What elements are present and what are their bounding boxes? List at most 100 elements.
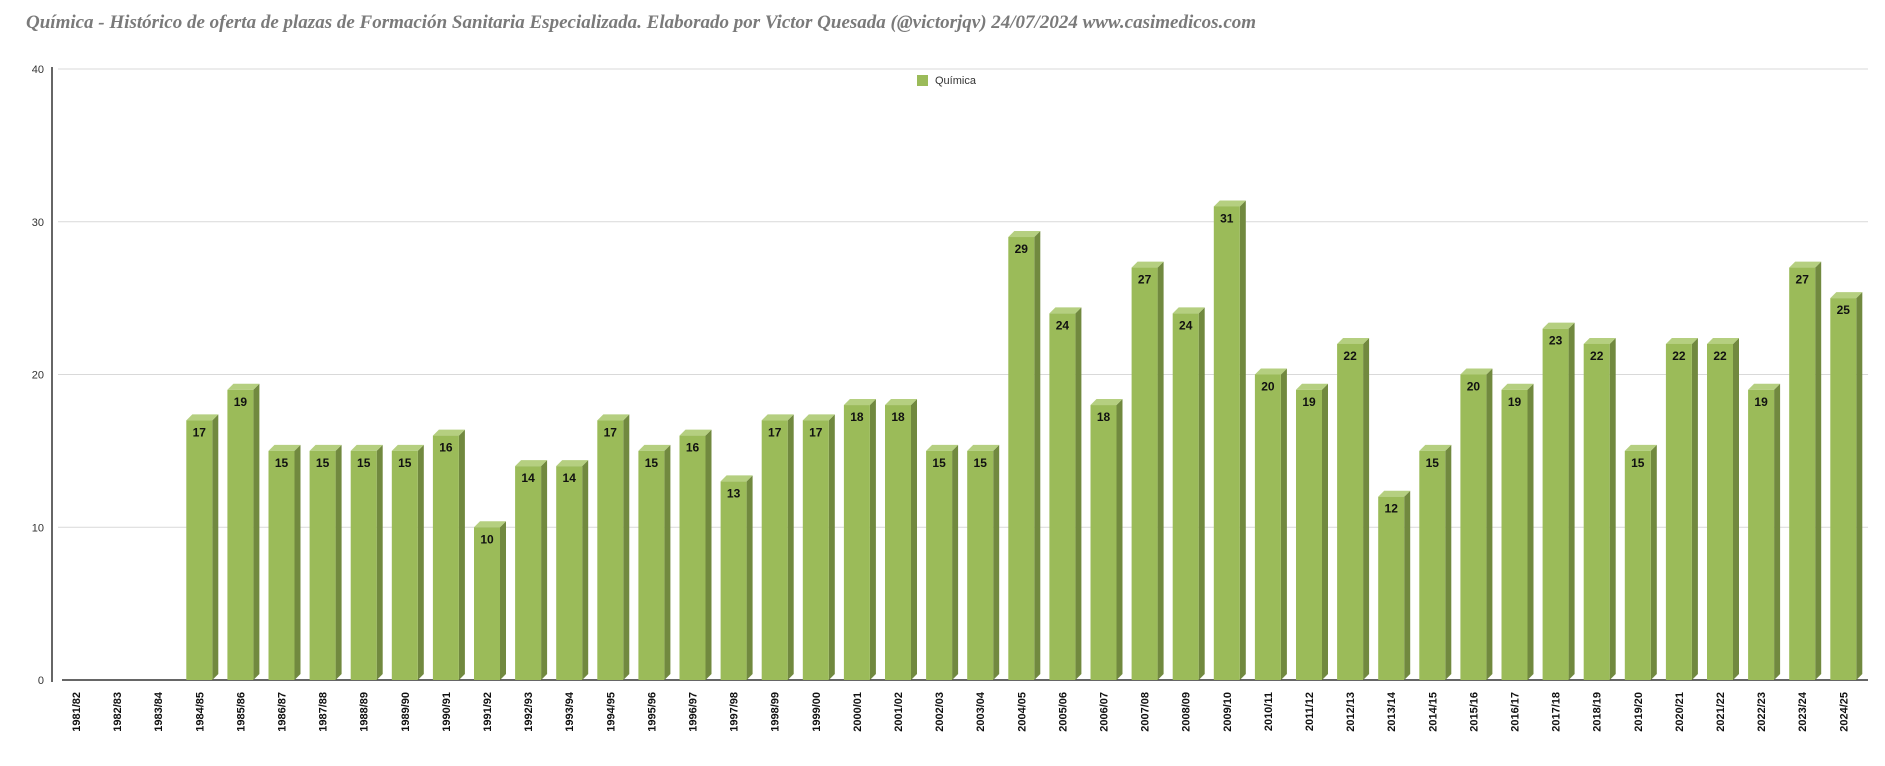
value-label: 15	[645, 456, 659, 470]
value-label: 10	[480, 532, 494, 546]
bar	[227, 383, 260, 680]
bar-top	[1789, 261, 1822, 268]
x-tick-label: 2020/21	[1674, 692, 1686, 732]
bar-side	[458, 429, 465, 680]
value-label: 23	[1549, 334, 1563, 348]
value-label: 20	[1467, 380, 1481, 394]
value-label: 19	[1754, 395, 1768, 409]
bar-front	[227, 389, 254, 680]
x-tick-label: 2009/10	[1222, 692, 1234, 732]
bar-front	[1830, 298, 1857, 680]
bar	[474, 521, 506, 680]
bar-side	[993, 444, 1000, 680]
x-tick-label: 2010/11	[1263, 692, 1275, 731]
value-label: 22	[1713, 349, 1727, 363]
value-label: 17	[193, 425, 207, 439]
bar-top	[802, 414, 835, 421]
value-label: 18	[850, 410, 864, 424]
bar-side	[787, 414, 794, 680]
x-tick-label: 2001/02	[893, 692, 905, 732]
y-tick-label: 0	[38, 675, 44, 687]
value-label: 13	[727, 486, 741, 500]
bar	[391, 444, 424, 680]
bar-top	[1748, 383, 1781, 390]
x-tick-label: 2005/06	[1057, 692, 1069, 732]
bar	[1460, 368, 1493, 680]
value-label: 24	[1179, 318, 1193, 332]
bar-top	[350, 444, 383, 451]
bar-side	[911, 399, 917, 680]
value-label: 31	[1220, 211, 1234, 225]
bars	[186, 200, 1863, 680]
x-tick-label: 2011/12	[1304, 692, 1316, 731]
bar-front	[309, 450, 336, 680]
x-tick-label: 1988/89	[359, 692, 371, 732]
x-tick-label: 2023/24	[1797, 691, 1809, 732]
bar-side	[1856, 292, 1863, 680]
bar-top	[186, 414, 219, 421]
y-tick-label: 40	[32, 64, 44, 76]
bar-top	[1707, 337, 1739, 344]
bar	[761, 414, 794, 680]
bar-top	[1008, 231, 1041, 238]
value-label: 18	[1097, 410, 1111, 424]
bar-front	[350, 450, 377, 680]
value-label: 15	[316, 456, 330, 470]
bar-side	[828, 414, 835, 680]
x-tick-label: 1990/91	[441, 692, 453, 732]
value-label: 24	[1056, 318, 1070, 332]
bar-front	[1378, 496, 1405, 680]
bar	[1378, 490, 1411, 680]
chart-title: Química - Histórico de oferta de plazas …	[26, 12, 1257, 33]
bar-front	[1131, 267, 1158, 680]
bar-front	[1213, 206, 1240, 680]
bar-front	[597, 420, 624, 680]
y-tick-label: 30	[32, 217, 44, 229]
bar-side	[253, 383, 260, 680]
bar-side	[1157, 261, 1164, 680]
bar	[802, 414, 835, 680]
x-tick-label: 1993/94	[564, 691, 576, 732]
bar-top	[1172, 307, 1205, 314]
value-label: 20	[1261, 380, 1275, 394]
x-tick-label: 1998/99	[770, 692, 782, 732]
bar-side	[1198, 307, 1205, 680]
x-tick-label: 2002/03	[934, 692, 946, 732]
bar-front	[432, 435, 459, 680]
bar	[885, 399, 917, 680]
value-label: 25	[1837, 303, 1851, 317]
x-tick-label: 1995/96	[646, 692, 658, 732]
bar-front	[1296, 389, 1322, 680]
bar-front	[474, 527, 500, 680]
bar-front	[391, 450, 418, 680]
bar	[720, 475, 753, 680]
bar-top	[720, 475, 753, 482]
bar	[1172, 307, 1205, 680]
bar-front	[1254, 374, 1281, 680]
bar-top	[1378, 490, 1411, 497]
bar-top	[1296, 383, 1328, 390]
value-label: 17	[604, 425, 618, 439]
bar	[1008, 231, 1041, 680]
bar-front	[1665, 343, 1692, 680]
x-tick-label: 1983/84	[153, 691, 165, 732]
legend-label: Química	[935, 75, 977, 87]
bar-side	[417, 444, 424, 680]
bar-front	[885, 405, 911, 680]
bar	[309, 444, 342, 680]
x-tick-label: 2006/07	[1099, 692, 1111, 732]
x-tick-label: 1982/83	[112, 692, 124, 732]
bar	[597, 414, 630, 680]
bar-top	[556, 460, 589, 467]
bar	[1707, 337, 1739, 680]
bar-side	[869, 399, 876, 680]
x-tick-label: 2016/17	[1510, 692, 1522, 732]
bar-front	[1090, 405, 1117, 680]
x-tick-label: 2007/08	[1140, 692, 1152, 732]
bar-top	[638, 444, 671, 451]
bar-side	[1239, 200, 1246, 680]
bar-front	[1008, 237, 1035, 680]
bar	[1049, 307, 1082, 680]
x-tick-label: 2000/01	[852, 692, 864, 732]
value-label: 29	[1015, 242, 1029, 256]
